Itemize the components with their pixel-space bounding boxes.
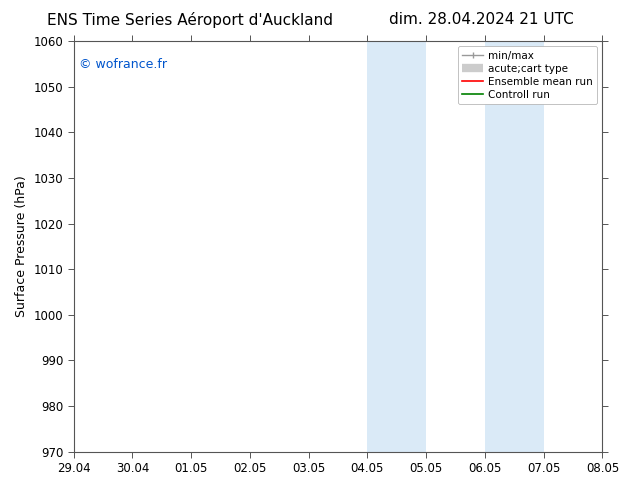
Text: © wofrance.fr: © wofrance.fr	[79, 57, 167, 71]
Bar	[485, 41, 543, 452]
Y-axis label: Surface Pressure (hPa): Surface Pressure (hPa)	[15, 175, 28, 317]
Legend: min/max, acute;cart type, Ensemble mean run, Controll run: min/max, acute;cart type, Ensemble mean …	[458, 47, 597, 104]
Bar	[368, 41, 426, 452]
Text: ENS Time Series Aéroport d'Auckland: ENS Time Series Aéroport d'Auckland	[47, 12, 333, 28]
Text: dim. 28.04.2024 21 UTC: dim. 28.04.2024 21 UTC	[389, 12, 574, 27]
